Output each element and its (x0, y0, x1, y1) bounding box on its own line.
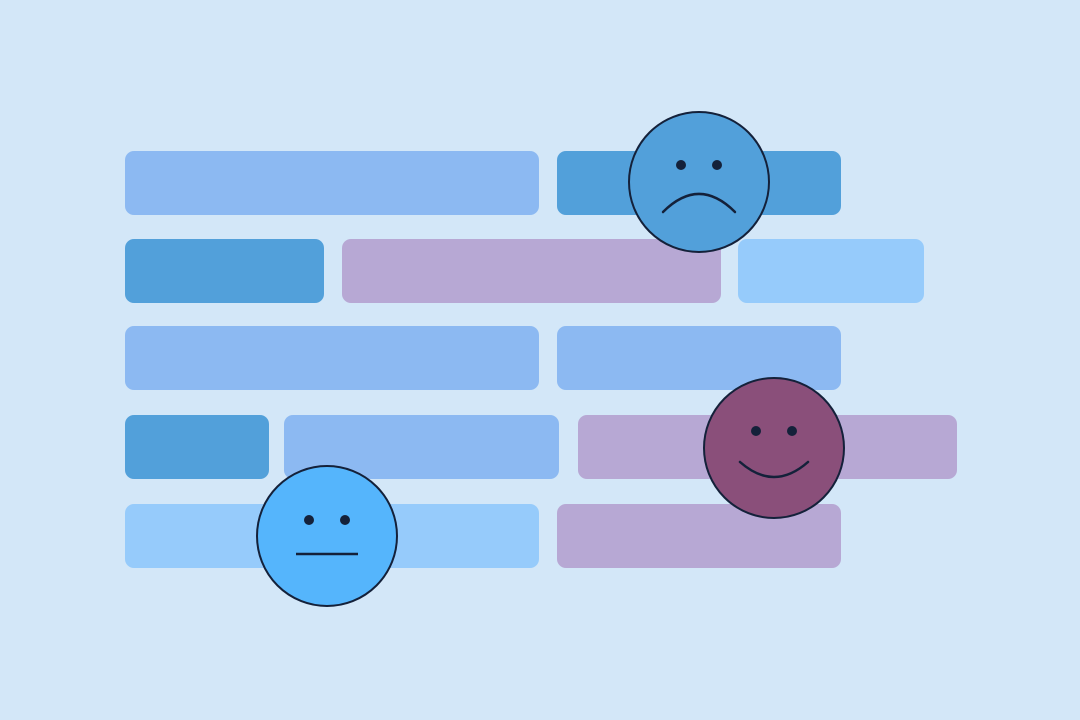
placeholder-bar (125, 415, 269, 479)
happy-face-icon (703, 377, 845, 519)
placeholder-bar (738, 239, 924, 303)
placeholder-bar (125, 326, 539, 390)
placeholder-bar (125, 239, 324, 303)
sad-face-icon (628, 111, 770, 253)
placeholder-bar (557, 326, 841, 390)
placeholder-bar (125, 151, 539, 215)
placeholder-bar (342, 239, 721, 303)
neutral-face-icon (256, 465, 398, 607)
